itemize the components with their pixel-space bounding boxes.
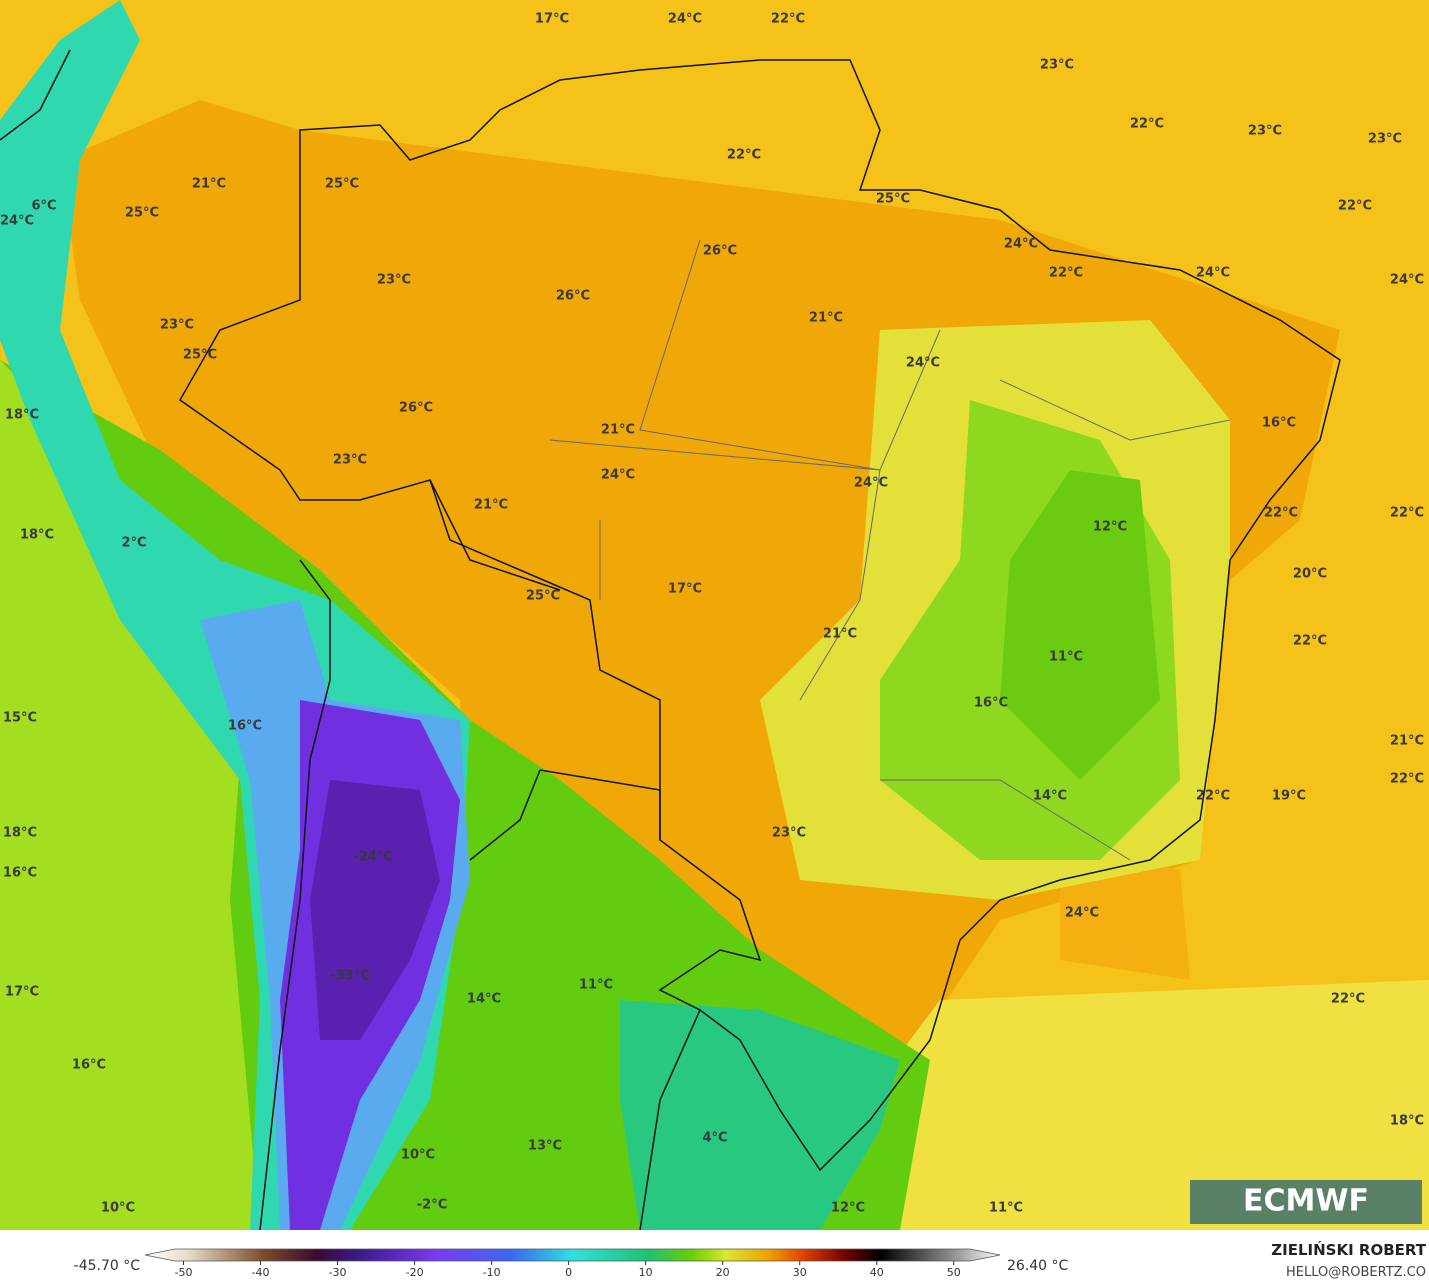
temperature-label: 21°C [823,627,857,642]
temperature-label: 26°C [703,244,737,259]
colorbar-tick-label: 30 [793,1266,807,1279]
temperature-label: 21°C [474,498,508,513]
temperature-label: 22°C [1338,199,1372,214]
colorbar-scale [144,1248,1001,1262]
temperature-label: 25°C [876,192,910,207]
colorbar-min: -45.70 °C [74,1258,141,1274]
temperature-label: 17°C [5,985,39,1000]
temperature-label: 22°C [1331,992,1365,1007]
temperature-label: 22°C [727,148,761,163]
temperature-label: 22°C [1049,266,1083,281]
colorbar-tick-label: -10 [483,1266,501,1279]
temperature-label: 24°C [0,214,34,229]
temperature-label: 24°C [1004,237,1038,252]
temperature-label: 12°C [1093,520,1127,535]
colorbar-tick-label: 40 [870,1266,884,1279]
temperature-label: 23°C [1248,124,1282,139]
colorbar-tick-label: 10 [639,1266,653,1279]
temperature-label: 20°C [1293,567,1327,582]
temperature-label: 18°C [3,826,37,841]
temperature-label: 22°C [1130,117,1164,132]
temperature-label: 24°C [1196,266,1230,281]
temperature-label: 22°C [1264,506,1298,521]
colorbar-tick-label: -50 [175,1266,193,1279]
colorbar: -50 -40 -30 -20 -10 0 10 20 30 40 50 [144,1248,1001,1279]
temperature-label: 22°C [771,12,805,27]
temperature-label: 25°C [183,348,217,363]
temperature-label: 24°C [1065,906,1099,921]
colorbar-tick-label: 20 [716,1266,730,1279]
temperature-label: 23°C [1368,132,1402,147]
logo: ECMWF [1243,1184,1369,1219]
temperature-label: 17°C [535,12,569,27]
temperature-label: 18°C [1390,1114,1424,1129]
temperature-label: 2°C [121,536,146,551]
temperature-label: 25°C [125,206,159,221]
temperature-label: 24°C [1390,273,1424,288]
temperature-label: 16°C [72,1058,106,1073]
temperature-label: 23°C [377,273,411,288]
temperature-label: 10°C [101,1201,135,1216]
temperature-label: 23°C [333,453,367,468]
temperature-label: 22°C [1293,634,1327,649]
temperature-label: 16°C [1262,416,1296,431]
temperature-labels: 17°C 24°C 22°C 23°C 22°C 23°C 23°C 22°C 21°C 25°C… [0,12,1424,1216]
temperature-label: 4°C [702,1131,727,1146]
temperature-label: 14°C [1033,789,1067,804]
temperature-label: 21°C [809,311,843,326]
temperature-label: 22°C [1390,506,1424,521]
colorbar-tick-label: 0 [565,1266,572,1279]
temperature-label: 11°C [1049,650,1083,665]
colorbar-tick-label: -30 [329,1266,347,1279]
temperature-label: 13°C [528,1139,562,1154]
email: HELLO@ROBERTZ.CO [1286,1265,1426,1280]
colorbar-tick-label: -20 [406,1266,424,1279]
temperature-label: 26°C [399,401,433,416]
temperature-label: 18°C [20,528,54,543]
author: ZIELIŃSKI ROBERT [1271,1240,1426,1259]
colorbar-tick-label: 50 [947,1266,961,1279]
temperature-label: 23°C [772,826,806,841]
temperature-label: 19°C [1272,789,1306,804]
temperature-label: 12°C [831,1201,865,1216]
temperature-label: 24°C [906,356,940,371]
temperature-label: 14°C [467,992,501,1007]
temperature-label: 22°C [1390,772,1424,787]
temperature-label: 17°C [668,582,702,597]
temperature-label: 26°C [556,289,590,304]
colorbar-tick-label: -40 [252,1266,270,1279]
temperature-label: 24°C [601,468,635,483]
temperature-label: 25°C [526,589,560,604]
temperature-label: 24°C [854,476,888,491]
temperature-label: 15°C [3,711,37,726]
colorbar-max: 26.40 °C [1007,1258,1069,1274]
temperature-label: 24°C [668,12,702,27]
temperature-label: 16°C [974,696,1008,711]
temperature-label: -2°C [417,1198,447,1213]
map [0,0,1429,1231]
temperature-label: -33°C [330,969,370,984]
logo-box [1190,1180,1422,1224]
temperature-label: 6°C [31,199,56,214]
temperature-label: 16°C [228,719,262,734]
temperature-label: 11°C [579,978,613,993]
temperature-label: -24°C [353,850,393,865]
temperature-label: 21°C [1390,734,1424,749]
temperature-label: 25°C [325,177,359,192]
temperature-label: 11°C [989,1201,1023,1216]
temperature-label: 18°C [5,408,39,423]
temperature-label: 10°C [401,1148,435,1163]
temperature-label: 21°C [601,423,635,438]
temperature-label: 21°C [192,177,226,192]
temperature-label: 23°C [1040,58,1074,73]
temperature-label: 22°C [1196,789,1230,804]
temperature-label: 16°C [3,866,37,881]
temperature-label: 23°C [160,318,194,333]
